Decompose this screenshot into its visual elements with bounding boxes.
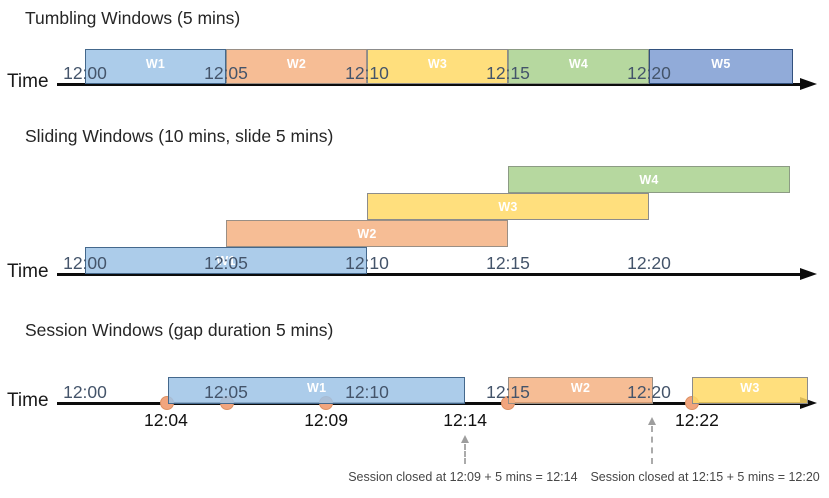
window-label: W3 bbox=[498, 199, 518, 214]
window-label: W1 bbox=[306, 380, 327, 395]
session-close-annotation: Session closed at 12:15 + 5 mins = 12:20 bbox=[590, 470, 820, 484]
window-box-tumbling-w1: W1 bbox=[85, 49, 226, 84]
tick-label: 12:15 bbox=[486, 253, 530, 273]
window-label: W4 bbox=[639, 172, 659, 187]
window-box-sliding-w1: W1 bbox=[85, 247, 367, 274]
tick-label: 12:05 bbox=[204, 382, 248, 402]
window-label: W1 bbox=[145, 56, 166, 71]
annotation-arrow-icon bbox=[460, 435, 469, 443]
tick-label: 12:05 bbox=[204, 253, 248, 273]
event-time-label: 12:04 bbox=[144, 410, 188, 430]
window-box-sliding-w4: W4 bbox=[508, 166, 790, 193]
window-label: W2 bbox=[286, 56, 307, 71]
tick-label: 12:15 bbox=[486, 63, 530, 83]
window-label: W4 bbox=[568, 56, 589, 71]
time-axis-label: Time bbox=[7, 261, 49, 282]
event-time-label: 12:09 bbox=[304, 410, 348, 430]
window-box-tumbling-w5: W5 bbox=[649, 49, 793, 84]
window-box-session-w1: W1 bbox=[168, 377, 466, 404]
tick-label: 12:20 bbox=[627, 63, 671, 83]
timeline-arrow-icon bbox=[800, 268, 817, 280]
timeline bbox=[57, 273, 803, 276]
window-label: W2 bbox=[570, 380, 591, 395]
window-label: W1 bbox=[216, 253, 236, 268]
window-label: W2 bbox=[357, 226, 377, 241]
tick-label: 12:20 bbox=[627, 253, 671, 273]
window-box-tumbling-w4: W4 bbox=[508, 49, 649, 84]
window-label: W5 bbox=[711, 56, 731, 71]
tick-label: 12:00 bbox=[63, 253, 107, 273]
time-axis-label: Time bbox=[7, 390, 49, 411]
session-close-annotation: Session closed at 12:09 + 5 mins = 12:14 bbox=[348, 470, 578, 484]
tick-label: 12:10 bbox=[345, 63, 389, 83]
window-box-sliding-w3: W3 bbox=[367, 193, 649, 220]
event-time-label: 12:14 bbox=[443, 410, 488, 430]
window-label: W3 bbox=[740, 380, 760, 395]
tick-label: 12:15 bbox=[486, 382, 530, 402]
window-box-session-w2: W2 bbox=[508, 377, 654, 404]
window-box-session-w3: W3 bbox=[691, 377, 809, 404]
tick-label: 12:10 bbox=[345, 253, 389, 273]
tick-label: 12:20 bbox=[627, 382, 671, 402]
tick-label: 12:10 bbox=[345, 382, 389, 402]
annotation-arrow-line bbox=[464, 444, 467, 464]
timeline bbox=[57, 83, 803, 86]
annotation-arrow-icon bbox=[647, 417, 656, 425]
event-time-label: 12:22 bbox=[675, 410, 719, 430]
tick-label: 12:05 bbox=[204, 63, 248, 83]
window-box-tumbling-w2: W2 bbox=[226, 49, 367, 84]
section-title-sliding: Sliding Windows (10 mins, slide 5 mins) bbox=[25, 126, 334, 146]
tick-label: 12:00 bbox=[63, 382, 107, 402]
time-axis-label: Time bbox=[7, 71, 49, 92]
window-box-tumbling-w3: W3 bbox=[367, 49, 508, 84]
section-title-tumbling: Tumbling Windows (5 mins) bbox=[25, 8, 241, 28]
window-box-sliding-w2: W2 bbox=[226, 220, 508, 247]
annotation-arrow-line bbox=[651, 426, 654, 464]
section-title-session: Session Windows (gap duration 5 mins) bbox=[25, 320, 334, 340]
window-label: W3 bbox=[427, 56, 448, 71]
tick-label: 12:00 bbox=[63, 63, 107, 83]
timeline-arrow-icon bbox=[800, 78, 817, 90]
